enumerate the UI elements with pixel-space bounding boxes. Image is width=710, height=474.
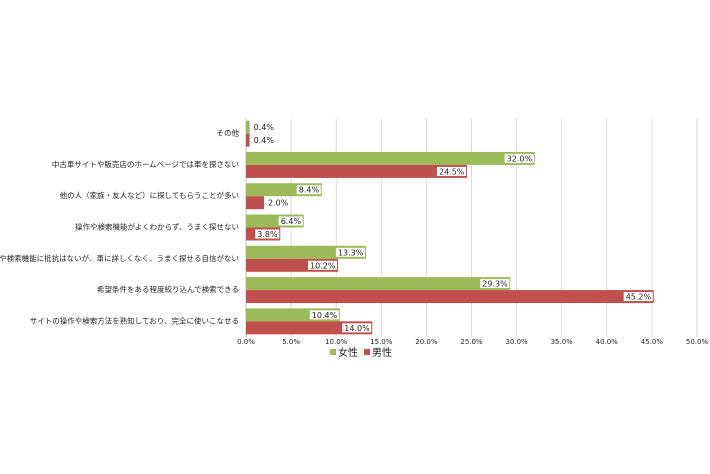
x-tick-label: 5.0% <box>282 338 300 346</box>
value-label: 32.0% <box>507 154 533 163</box>
bar <box>246 321 373 335</box>
y-tick-label: サイトの操作や検索方法を熟知しており、完全に使いこなせる <box>30 315 239 325</box>
value-label: 10.2% <box>310 261 336 270</box>
y-tick-label: 中古車サイトや販売店のホームページでは車を探さない <box>52 159 239 169</box>
value-label-bg <box>296 185 321 195</box>
value-label-bg <box>342 323 372 333</box>
value-label: 29.3% <box>482 280 508 289</box>
value-label: 8.4% <box>299 186 320 195</box>
value-label-bg <box>623 292 653 302</box>
y-tick-label: 他の人（家族・友人など）に探してもらうことが多い <box>60 190 239 200</box>
value-label-bg <box>266 198 291 208</box>
value-label-bg <box>308 260 338 270</box>
x-tick-label: 40.0% <box>596 338 619 346</box>
x-tick-label: 35.0% <box>551 338 574 346</box>
bar <box>246 164 467 178</box>
value-label: 45.2% <box>626 293 652 302</box>
y-tick-label: その他 <box>217 128 240 138</box>
value-label: 2.0% <box>268 199 289 208</box>
bar <box>246 151 535 165</box>
value-label: 6.4% <box>281 217 302 226</box>
value-label-bg <box>278 216 303 226</box>
y-tick-label: 操作や検索機能がよくわからず、うまく探せない <box>75 222 239 232</box>
x-tick-label: 0.0% <box>237 338 255 346</box>
value-label: 3.8% <box>257 230 278 239</box>
value-label: 24.5% <box>439 167 465 176</box>
legend-label: 男性 <box>372 346 392 359</box>
value-label: 0.4% <box>254 123 275 132</box>
value-label-bg <box>251 135 276 145</box>
value-label: 0.4% <box>254 136 275 145</box>
value-label-bg <box>504 153 534 163</box>
value-label: 10.4% <box>312 311 338 320</box>
value-label: 14.0% <box>344 324 370 333</box>
y-tick-label: 希望条件をある程度絞り込んで検索できる <box>97 284 239 294</box>
value-label-bg <box>335 247 365 257</box>
value-label-bg <box>309 310 339 320</box>
value-label-bg <box>436 166 466 176</box>
legend-swatch <box>330 349 336 355</box>
bar <box>246 133 250 147</box>
legend-swatch <box>364 349 370 355</box>
x-tick-label: 20.0% <box>415 338 438 346</box>
bar <box>246 277 511 291</box>
bar <box>246 290 654 304</box>
x-tick-label: 10.0% <box>325 338 348 346</box>
value-label: 13.3% <box>338 248 364 257</box>
bar <box>246 196 265 210</box>
x-tick-label: 30.0% <box>505 338 528 346</box>
legend-label: 女性 <box>338 346 358 359</box>
value-label-bg <box>255 229 280 239</box>
x-tick-label: 50.0% <box>686 338 709 346</box>
value-label-bg <box>480 279 510 289</box>
x-tick-label: 45.0% <box>641 338 664 346</box>
y-tick-label: 操作や検索機能に抵抗はないが、車に詳しくなく、うまく探せる自信がない <box>0 253 239 263</box>
bar <box>246 120 250 134</box>
x-tick-label: 25.0% <box>460 338 483 346</box>
x-tick-label: 15.0% <box>370 338 393 346</box>
value-label-bg <box>251 122 276 132</box>
